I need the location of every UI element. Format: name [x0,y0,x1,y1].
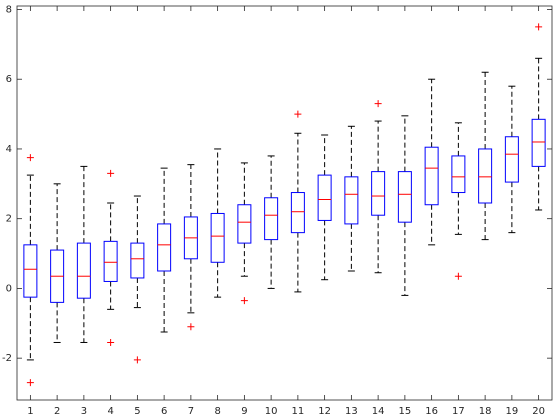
x-tick-label: 10 [265,406,278,417]
box [424,146,439,206]
y-tick-label: 4 [6,144,12,155]
x-tick-label: 20 [532,406,545,417]
x-tick-label: 13 [345,406,358,417]
box [397,171,412,223]
box [451,155,466,194]
y-tick-label: 2 [6,214,12,225]
y-tick-label: -2 [2,353,12,364]
outlier [107,169,115,177]
box [103,240,118,282]
outlier [26,154,34,162]
x-tick-label: 2 [54,406,60,417]
x-tick-label: 4 [107,406,113,417]
box [478,148,493,204]
box [76,242,91,299]
x-tick-label: 3 [81,406,87,417]
box [264,197,279,241]
x-tick-label: 1 [27,406,33,417]
outlier [133,356,141,364]
box [317,174,332,221]
x-tick-label: 19 [506,406,519,417]
x-tick-label: 9 [241,406,247,417]
x-tick-label: 12 [318,406,331,417]
outlier [107,338,115,346]
y-tick-label: 8 [6,4,12,15]
x-tick-label: 15 [399,406,412,417]
x-tick-label: 5 [134,406,140,417]
outlier [187,323,195,331]
outlier [374,100,382,108]
box [371,171,386,216]
x-tick-label: 17 [452,406,465,417]
x-tick-label: 18 [479,406,492,417]
x-tick-label: 7 [188,406,194,417]
x-tick-label: 14 [372,406,385,417]
box [130,242,145,279]
x-tick-label: 16 [425,406,438,417]
outlier [294,110,302,118]
outlier [240,297,248,305]
plot-frame [16,5,553,401]
outlier [535,23,543,31]
box [23,244,38,298]
outlier [454,272,462,280]
x-tick-label: 8 [214,406,220,417]
box [237,204,252,244]
box [157,223,172,272]
outlier [26,379,34,387]
box [504,136,519,183]
box [344,176,359,225]
box [210,212,225,263]
y-tick-label: 6 [6,74,12,85]
x-tick-label: 11 [292,406,305,417]
y-tick-label: 0 [6,283,12,294]
box [290,192,305,234]
x-tick-label: 6 [161,406,167,417]
box [531,118,546,167]
